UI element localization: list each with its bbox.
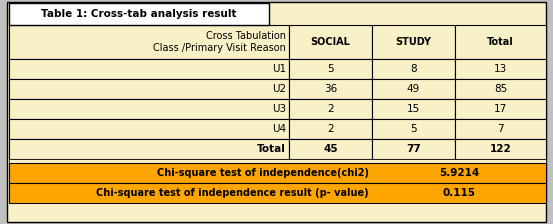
Bar (9, 139, 289, 159)
Text: U1: U1 (272, 64, 286, 74)
Text: 5: 5 (327, 64, 334, 74)
Text: 17: 17 (494, 104, 507, 114)
Bar (372, 79, 455, 99)
Bar (455, 119, 546, 139)
Text: U3: U3 (272, 104, 286, 114)
Text: 0.115: 0.115 (442, 188, 476, 198)
Text: SOCIAL: SOCIAL (311, 37, 351, 47)
Text: U2: U2 (272, 84, 286, 94)
Bar (372, 99, 455, 119)
Bar (289, 119, 372, 139)
Bar (455, 79, 546, 99)
Text: 5.9214: 5.9214 (439, 168, 479, 178)
Bar (9, 159, 546, 163)
Text: 49: 49 (407, 84, 420, 94)
Bar (9, 119, 289, 139)
Bar (455, 99, 546, 119)
Bar (289, 25, 372, 59)
Bar (372, 119, 455, 139)
Text: 2: 2 (327, 104, 334, 114)
Text: 45: 45 (323, 144, 338, 154)
Bar (455, 59, 546, 79)
Bar (9, 59, 289, 79)
Text: 7: 7 (497, 124, 504, 134)
Text: 122: 122 (489, 144, 512, 154)
Text: 85: 85 (494, 84, 507, 94)
Text: STUDY: STUDY (395, 37, 431, 47)
Text: 77: 77 (406, 144, 421, 154)
Text: U4: U4 (272, 124, 286, 134)
Text: 15: 15 (407, 104, 420, 114)
Text: 2: 2 (327, 124, 334, 134)
Bar (289, 99, 372, 119)
Bar (289, 139, 372, 159)
Bar (9, 25, 289, 59)
Bar (372, 139, 455, 159)
Bar (372, 59, 455, 79)
Bar (9, 3, 269, 25)
Bar (455, 25, 546, 59)
Text: Total: Total (487, 37, 514, 47)
Bar (289, 59, 372, 79)
Text: Chi-square test of independence result (p- value): Chi-square test of independence result (… (96, 188, 369, 198)
Bar (9, 163, 546, 183)
Text: 36: 36 (324, 84, 337, 94)
Text: 8: 8 (410, 64, 417, 74)
Text: Table 1: Cross-tab analysis result: Table 1: Cross-tab analysis result (41, 9, 237, 19)
Bar (289, 79, 372, 99)
Bar (9, 99, 289, 119)
Text: 5: 5 (410, 124, 417, 134)
Bar (455, 139, 546, 159)
Bar (372, 25, 455, 59)
Bar (9, 183, 546, 203)
Text: Total: Total (257, 144, 286, 154)
Text: 13: 13 (494, 64, 507, 74)
Bar (9, 79, 289, 99)
Text: Chi-square test of independence(chi2): Chi-square test of independence(chi2) (157, 168, 369, 178)
Text: Cross Tabulation
Class /Primary Visit Reason: Cross Tabulation Class /Primary Visit Re… (153, 31, 286, 53)
